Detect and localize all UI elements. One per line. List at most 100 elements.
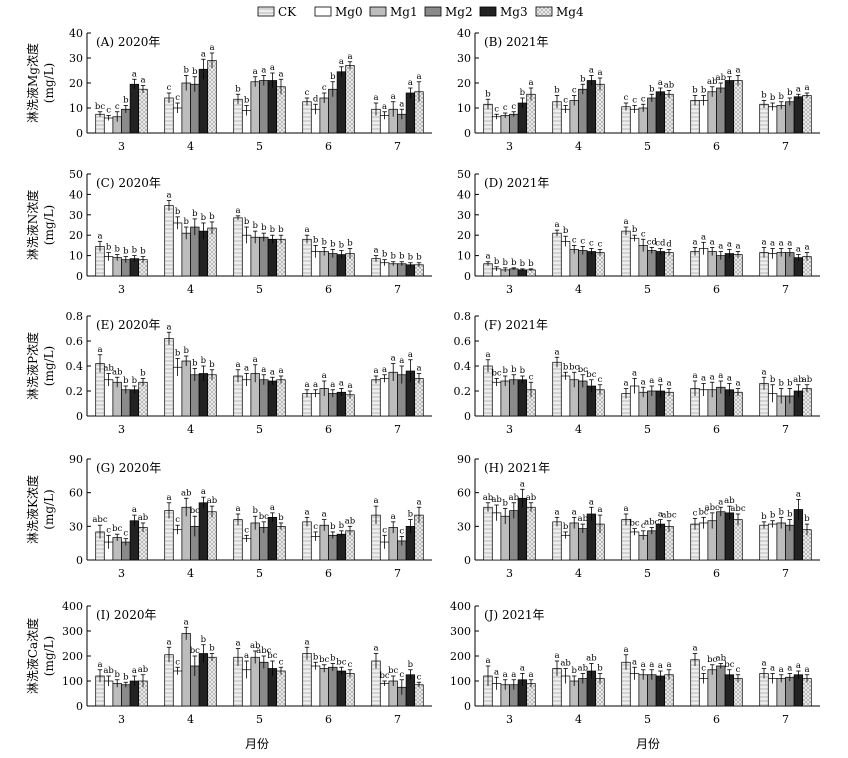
significance-label: a (166, 637, 171, 647)
y-tick-label: 0 (464, 700, 471, 713)
x-tick-label: 3 (506, 140, 513, 153)
significance-label: a (796, 489, 801, 499)
significance-label: a (761, 367, 766, 377)
significance-label: b (408, 660, 414, 670)
significance-label: b (580, 74, 586, 84)
legend-item-mg1: Mg1 (369, 5, 418, 19)
significance-label: c (641, 229, 646, 239)
significance-label: b (787, 510, 793, 520)
significance-label: c (175, 93, 180, 103)
bar-ck (371, 379, 381, 417)
significance-label: a (253, 67, 258, 77)
x-tick-label: 5 (256, 140, 263, 153)
bar-mg3 (586, 80, 597, 134)
significance-label: b (778, 379, 784, 389)
y-tick-label: 100 (450, 675, 471, 688)
bar-ck (759, 103, 769, 134)
x-tick-label: 5 (256, 713, 263, 726)
significance-label: a (408, 350, 413, 360)
significance-label: b (390, 252, 396, 262)
y-tick-label: 10 (457, 250, 471, 263)
significance-label: b (183, 217, 189, 227)
bar-mg3 (267, 238, 278, 277)
significance-label: a (304, 380, 309, 390)
bar-ck (759, 524, 769, 561)
significance-label: b (701, 86, 707, 96)
bar-mg0 (629, 237, 640, 277)
significance-label: a (339, 379, 344, 389)
y-tick-label: 40 (457, 27, 471, 40)
significance-label: a (718, 371, 723, 381)
significance-label: b (399, 252, 405, 262)
bar-mg3 (129, 83, 140, 134)
bar-mg1 (319, 668, 329, 707)
y-tick-label: 30 (457, 52, 471, 65)
significance-label: b (123, 247, 129, 257)
significance-label: b (330, 72, 336, 82)
significance-label: a (235, 639, 240, 649)
significance-label: a (494, 667, 499, 677)
significance-label: bc (336, 657, 346, 667)
significance-label: a (796, 661, 801, 671)
significance-label: a (399, 99, 404, 109)
significance-label: b (520, 366, 526, 376)
x-tick-label: 3 (118, 423, 125, 436)
significance-label: a (97, 345, 102, 355)
bar-mg4 (138, 381, 148, 417)
bar-mg3 (655, 91, 666, 134)
significance-label: b (175, 349, 181, 359)
significance-label: a (184, 617, 189, 627)
bar-mg0 (767, 106, 778, 134)
bar-mg2 (716, 511, 726, 561)
legend-swatch (424, 6, 442, 17)
bar-ck (302, 101, 312, 134)
significance-label: abc (661, 511, 677, 521)
significance-label: a (278, 69, 283, 79)
significance-label: b (114, 245, 120, 255)
significance-label: b (382, 250, 388, 260)
x-tick-label: 4 (187, 283, 194, 296)
significance-label: a (779, 238, 784, 248)
significance-label: cd (655, 238, 666, 248)
bar-mg0 (560, 534, 571, 561)
x-tick-label: 6 (713, 713, 720, 726)
significance-label: ab (345, 516, 356, 526)
y-tick-label: 100 (62, 675, 83, 688)
bar-mg2 (578, 528, 588, 561)
significance-label: a (209, 43, 214, 53)
significance-label: b (649, 84, 655, 94)
x-tick-label: 5 (644, 713, 651, 726)
y-tick-label: 40 (457, 188, 471, 201)
significance-label: c (175, 515, 180, 525)
significance-label: c (399, 526, 404, 536)
significance-label: b (563, 362, 569, 372)
significance-label: bc (724, 660, 734, 670)
bar-mg2 (647, 530, 657, 561)
significance-label: a (520, 664, 525, 674)
significance-label: b (520, 88, 526, 98)
significance-label: c (115, 102, 120, 112)
bar-mg3 (586, 513, 597, 561)
legend-item-ck: CK (257, 5, 297, 19)
bar-mg0 (560, 240, 571, 277)
significance-label: ab (491, 495, 502, 505)
significance-label: a (701, 232, 706, 242)
y-tick-label: 300 (62, 625, 83, 638)
y-tick-label: 400 (62, 600, 83, 613)
bar-mg4 (207, 227, 217, 277)
significance-label: c (580, 236, 585, 246)
bar-mg1 (181, 232, 191, 277)
significance-label: b (330, 522, 336, 532)
significance-label: bc (388, 666, 398, 676)
significance-label: a (304, 637, 309, 647)
significance-label: c (641, 521, 646, 531)
significance-label: a (658, 510, 663, 520)
bar-mg3 (405, 92, 416, 134)
x-tick-label: 6 (325, 140, 332, 153)
significance-label: a (770, 664, 775, 674)
significance-label: a (391, 512, 396, 522)
bar-mg2 (121, 389, 131, 417)
x-tick-label: 4 (187, 140, 194, 153)
